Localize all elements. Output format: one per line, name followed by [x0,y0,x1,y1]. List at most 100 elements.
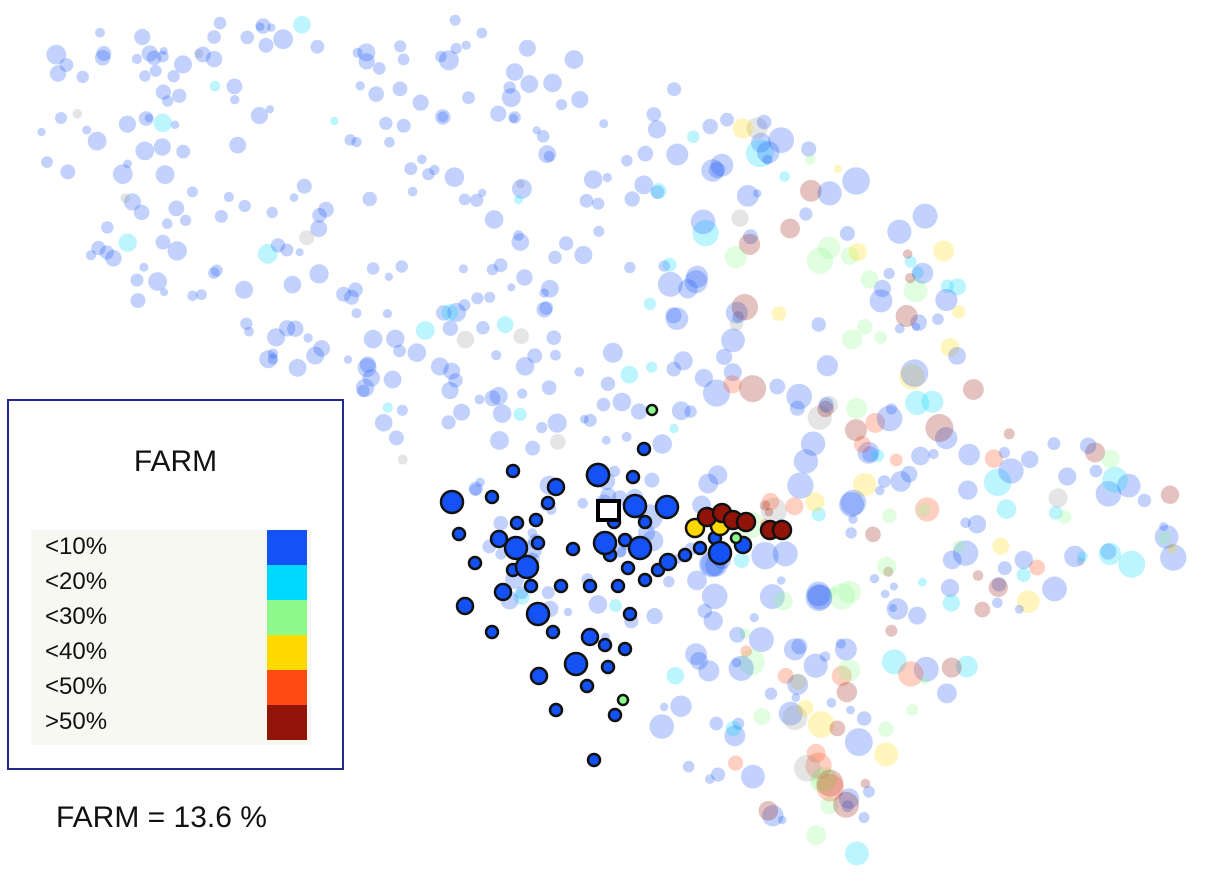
map-point [503,535,529,561]
map-point [559,236,574,251]
map-point [972,570,984,581]
map-point [988,577,1008,598]
map-point [130,273,144,287]
map-point [270,238,286,253]
legend-label: <30% [45,603,108,630]
map-point [783,638,806,661]
map-point [724,246,747,269]
map-point [1102,466,1128,493]
map-point [862,446,878,463]
map-point [903,278,928,303]
map-point [404,162,418,176]
selected-location-marker[interactable] [596,499,621,522]
map-point [131,53,142,65]
legend-swatch [267,600,307,635]
map-point [874,742,899,767]
map-point [547,413,567,433]
map-point [59,58,74,72]
map-point [196,289,207,300]
map-point [1089,464,1103,478]
map-point [650,183,667,199]
map-point [540,495,556,511]
map-point [898,661,924,687]
map-point [146,50,162,66]
map-point [790,673,807,690]
map-point [958,480,978,500]
map-point [484,210,504,229]
map-point [731,294,758,321]
map-point [532,126,541,135]
map-point [878,721,894,737]
map-point [768,127,795,153]
map-point [1047,437,1061,451]
map-point [806,825,827,846]
map-point [686,265,709,288]
map-point [800,431,826,456]
map-point [764,687,778,700]
map-point [1159,522,1168,531]
map-point [299,230,315,246]
map-point [703,611,723,631]
map-point [508,111,521,124]
map-point [731,657,742,668]
map-point [762,154,773,165]
map-point [607,707,623,723]
legend-row: <20% [31,565,311,600]
map-point [912,203,938,229]
map-point [998,458,1024,484]
map-point [382,309,392,319]
map-point [210,264,223,277]
map-point [732,311,744,323]
map-point [723,363,742,382]
map-point [625,469,641,485]
map-point [209,80,221,92]
map-point [539,288,549,298]
map-point [435,109,451,125]
map-point [1095,481,1122,507]
map-point [1080,437,1097,454]
map-point [438,50,459,71]
map-point [597,637,613,653]
map-point [588,595,608,614]
map-point [123,159,132,169]
map-point [984,449,1004,468]
map-point [666,143,689,166]
map-point [634,175,654,195]
map-point [670,695,692,717]
map-point [701,159,724,182]
map-point [87,131,107,151]
map-point [563,651,589,677]
map-point [820,796,839,815]
map-point [1157,531,1171,545]
map-point [667,82,682,97]
map-point [394,40,407,53]
map-point [646,361,658,373]
map-point [643,297,656,310]
map-point [167,241,187,261]
map-point [738,233,761,255]
map-point [430,357,449,376]
map-point [1085,442,1106,463]
map-point [771,519,793,541]
map-point [753,189,762,198]
map-point [170,120,180,129]
map-point [732,717,745,730]
map-point [585,462,611,488]
map-point [523,578,539,594]
map-point [565,541,581,557]
map-point [677,547,693,563]
map-point [536,301,553,318]
legend-swatch [267,530,307,565]
map-point [546,330,562,346]
map-point [493,582,513,602]
map-point [816,355,839,377]
map-point [543,150,555,162]
map-point [441,304,459,322]
map-point [836,681,858,703]
map-point [948,278,967,296]
map-point [512,178,532,199]
map-point [818,397,834,413]
map-point [267,23,276,32]
map-point [153,113,173,133]
map-point [384,272,393,281]
